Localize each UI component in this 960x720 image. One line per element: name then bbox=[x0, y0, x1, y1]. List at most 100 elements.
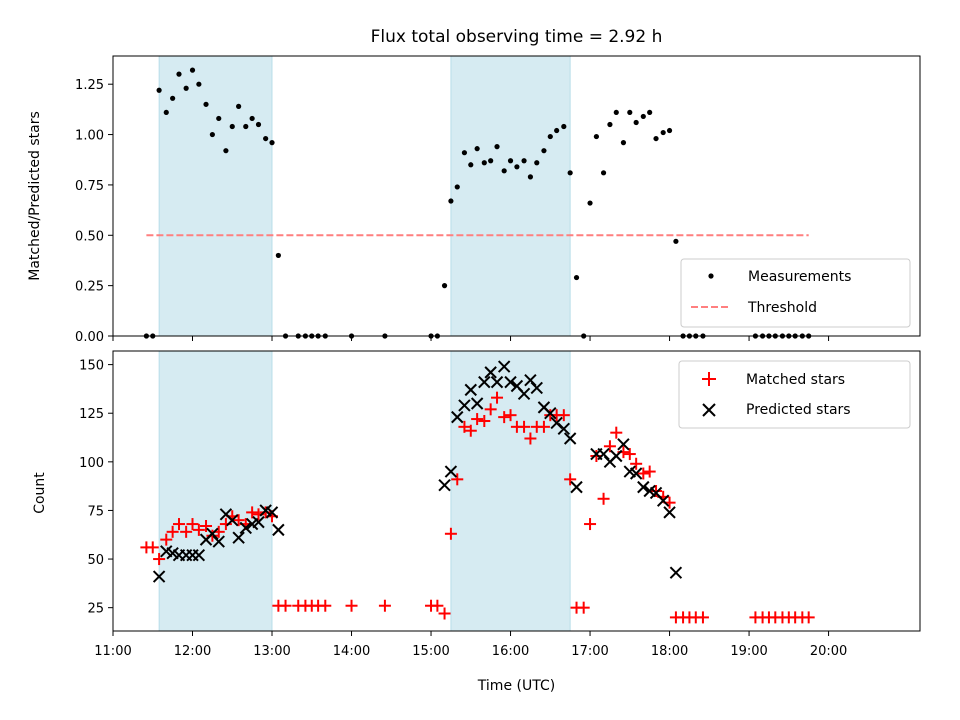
matched-stars-point bbox=[259, 506, 272, 519]
measurement-point bbox=[263, 135, 269, 142]
y-tick-label: 0.00 bbox=[75, 330, 104, 345]
predicted-stars-point bbox=[544, 407, 557, 420]
y-tick-label: 0.75 bbox=[75, 179, 104, 194]
measurement-point bbox=[183, 85, 189, 91]
matched-stars-point bbox=[438, 607, 451, 620]
y-tick-label: 50 bbox=[87, 553, 104, 568]
measurement-point bbox=[507, 158, 514, 164]
measurement-point bbox=[229, 123, 235, 130]
matched-stars-point bbox=[153, 553, 166, 566]
predicted-stars-point bbox=[563, 432, 577, 445]
y-tick-label: 100 bbox=[79, 456, 104, 471]
measurement-point bbox=[561, 123, 567, 130]
matched-stars-point bbox=[504, 409, 517, 422]
measurement-point bbox=[236, 103, 242, 109]
measurement-point bbox=[203, 101, 209, 107]
chart-title: Flux total observing time = 2.92 h bbox=[371, 27, 663, 47]
x-tick-label: 17:00 bbox=[571, 644, 608, 659]
measurement-point bbox=[196, 81, 202, 87]
matched-stars-point bbox=[643, 465, 656, 478]
matched-stars-point bbox=[279, 599, 292, 612]
x-tick-label: 12:00 bbox=[174, 644, 211, 659]
y-tick-label: 1.00 bbox=[75, 129, 104, 144]
matched-stars-point bbox=[518, 420, 531, 433]
matched-stars-point bbox=[577, 601, 590, 614]
predicted-stars-point bbox=[232, 531, 245, 544]
predicted-stars-point bbox=[629, 467, 643, 480]
x-tick-label: 20:00 bbox=[810, 644, 847, 659]
axes-frame bbox=[112, 350, 921, 632]
measurement-point bbox=[547, 133, 553, 140]
matched-stars-point bbox=[696, 611, 709, 624]
legend-predicted-marker bbox=[702, 403, 716, 417]
matched-stars-point bbox=[378, 599, 391, 612]
measurement-point bbox=[454, 184, 460, 190]
measurement-point bbox=[620, 140, 627, 146]
measurement-point bbox=[249, 115, 255, 122]
measurement-point bbox=[255, 121, 262, 128]
matched-stars-point bbox=[166, 525, 179, 538]
measurement-point bbox=[176, 71, 182, 77]
predicted-stars-point bbox=[610, 449, 623, 463]
predicted-stars-point bbox=[617, 438, 630, 451]
measurement-point bbox=[163, 109, 169, 116]
predicted-stars-point bbox=[490, 375, 504, 389]
matched-stars-point bbox=[637, 467, 650, 480]
bottom-panel: 25 50 75 100 125 150 11:00 12:00 13:00 14:00 15:00… bbox=[79, 350, 921, 659]
measurement-point bbox=[521, 158, 527, 164]
matched-stars-point bbox=[498, 411, 511, 424]
matched-stars-point bbox=[186, 518, 199, 531]
top-panel: 0.00 0.25 0.50 0.75 1.00 1.25 bbox=[75, 55, 921, 345]
matched-stars-point bbox=[597, 492, 610, 505]
matched-stars-point bbox=[610, 426, 623, 439]
predicted-stars-point bbox=[438, 478, 451, 492]
measurement-point bbox=[488, 158, 494, 164]
matched-stars-point bbox=[146, 541, 159, 554]
measurement-point bbox=[223, 148, 229, 154]
matched-stars-point bbox=[564, 473, 577, 486]
measurement-point bbox=[593, 133, 600, 140]
measurement-point bbox=[170, 95, 176, 101]
predicted-stars-point bbox=[497, 360, 511, 373]
predicted-stars-point bbox=[663, 506, 676, 519]
matched-stars-point bbox=[557, 409, 570, 422]
matched-stars-point bbox=[192, 523, 205, 536]
matched-stars-point bbox=[623, 448, 636, 461]
legend-measurements-label: Measurements bbox=[748, 269, 851, 285]
x-tick-label: 15:00 bbox=[412, 644, 449, 659]
measurement-point bbox=[501, 168, 507, 174]
predicted-stars-point bbox=[524, 373, 537, 387]
x-axis-label: Time (UTC) bbox=[477, 678, 555, 694]
predicted-stars-point bbox=[557, 422, 571, 435]
shaded-interval bbox=[450, 350, 571, 632]
measurement-point bbox=[441, 283, 448, 289]
matched-stars-point bbox=[584, 518, 597, 531]
top-y-axis-label: Matched/Predicted stars bbox=[27, 111, 43, 281]
matched-stars-point bbox=[246, 506, 259, 519]
matched-stars-point bbox=[200, 520, 213, 532]
predicted-stars-point bbox=[669, 566, 683, 579]
measurement-point bbox=[640, 113, 646, 120]
y-tick-label: 0.50 bbox=[75, 229, 104, 244]
y-tick-label: 75 bbox=[87, 504, 104, 519]
measurement-point bbox=[660, 129, 666, 136]
matched-stars-point bbox=[206, 529, 219, 542]
measurement-point bbox=[567, 170, 573, 176]
measurement-point bbox=[573, 274, 580, 281]
bottom-legend-frame bbox=[678, 360, 911, 429]
matched-stars-point bbox=[319, 599, 332, 612]
matched-stars-point bbox=[491, 391, 504, 404]
predicted-stars-point bbox=[152, 570, 166, 583]
x-tick-label: 11:00 bbox=[94, 644, 131, 659]
predicted-stars-point bbox=[504, 375, 517, 389]
predicted-stars-point bbox=[239, 521, 252, 535]
measurement-point bbox=[269, 140, 275, 146]
matched-stars-point bbox=[802, 611, 815, 624]
matched-stars-point bbox=[603, 440, 616, 453]
predicted-stars-point bbox=[272, 523, 285, 537]
shaded-interval bbox=[450, 55, 571, 337]
measurement-point bbox=[541, 148, 547, 154]
predicted-stars-point bbox=[517, 387, 531, 400]
measurement-point bbox=[653, 135, 659, 142]
predicted-stars-point bbox=[444, 465, 458, 478]
